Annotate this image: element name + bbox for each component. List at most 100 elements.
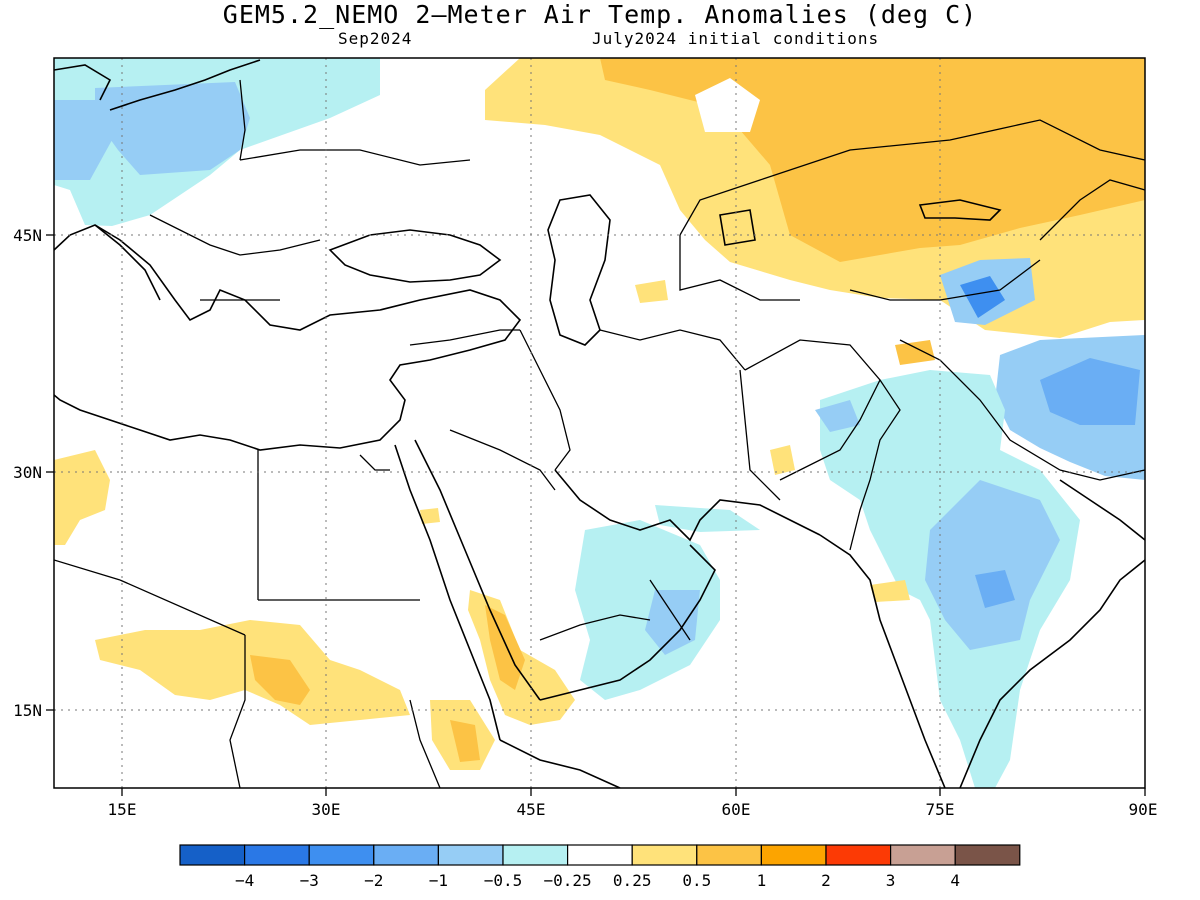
coastline-caspian [547,194,611,346]
anomaly-patch-india-warm [870,580,910,602]
coastline-aral [719,209,756,246]
coastline-arabian-sea [539,544,716,701]
anomaly-region-oman-cold-core [645,590,700,655]
coastline-bay-bengal [1059,479,1145,541]
lon-label-75e: 75E [926,800,955,819]
anomaly-region-yemen-warm-core [485,605,525,690]
colorbar-label: −1 [429,871,448,890]
lon-label-30e: 30E [312,800,341,819]
colorbar-swatch [566,844,633,866]
anomaly-region-sahel-warm-core [250,655,310,705]
anomaly-patch-pakistan-warm [770,445,795,475]
colorbar-swatch [502,844,569,866]
colorbar-swatch [954,844,1021,866]
anomaly-region-gulf-cold [655,505,760,532]
latitude-labels: 45N 30N 15N [13,226,42,720]
coastline-north-sea [54,64,112,101]
coastline-mediterranean [54,224,522,451]
lat-label-45n: 45N [13,226,42,245]
coastline-red-sea-east [414,439,541,701]
colorbar-label: 0.25 [613,871,652,890]
colorbar-label: −4 [235,871,254,890]
colorbar: −4 −3 −2 −1 −0.5 −0.25 0.25 0.5 1 2 3 4 [179,844,1021,890]
lon-label-90e: 90E [1129,800,1158,819]
lon-label-60e: 60E [722,800,751,819]
coastline-balkhash [918,199,1002,221]
coastline-india-west [819,534,946,788]
colorbar-label: 3 [886,871,896,890]
colorbar-swatch [373,844,439,866]
anomaly-patch-turkmen-warm [635,280,668,303]
anomaly-region-india-cold-center [975,570,1015,608]
border-saudi-iraq [449,429,556,491]
border-turkmen-iran [599,329,746,371]
border-egypt-saudi-sea [359,454,390,471]
colorbar-swatch [437,844,504,866]
colorbar-swatch [696,844,762,866]
anomaly-region-tienshan-cold-core [960,276,1005,318]
border-algeria-libya [54,559,121,581]
border-china-mongolia [1039,179,1145,241]
country-borders [54,79,1145,788]
anomaly-region-sahel-warm [95,620,410,725]
anomaly-patch-kashmir-warm [895,340,935,365]
colorbar-swatch [631,844,698,866]
border-turkey-syria [409,329,520,346]
coastline-persian-gulf [554,469,821,542]
anomaly-region-north-warm-hole [695,78,760,132]
colorbar-label: −3 [300,871,319,890]
colorbar-swatch [889,844,956,866]
anomaly-region-tibet-cold-core [1040,358,1140,425]
lat-label-30n: 30N [13,463,42,482]
coastline-black-sea [328,229,502,283]
colorbar-label: 4 [950,871,960,890]
border-poland-belarus [239,79,246,161]
graticule [54,58,1145,788]
forecast-month: Sep2024 [338,29,413,48]
border-libya-chad [119,579,246,636]
coastlines [54,59,1145,788]
anomaly-region-india-cold-core [925,480,1060,650]
anomaly-region-libya-warm [54,450,110,545]
border-sudan-ethiopia [409,699,441,788]
colorbar-swatch [179,844,246,866]
lat-label-15n: 15N [13,701,42,720]
anomaly-shading [54,58,1145,788]
anomaly-region-europe-cold-core [95,82,250,175]
axis-ticks [46,234,1146,796]
colorbar-label: 1 [757,871,767,890]
colorbar-label: −0.5 [484,871,523,890]
colorbar-swatch [760,844,827,866]
coastline-india-east [959,559,1145,788]
colorbar-swatch [244,844,310,866]
anomaly-region-oman-cold [575,520,720,700]
coastline-somalia [499,739,621,788]
chart-title: GEM5.2_NEMO 2—Meter Air Temp. Anomalies … [222,0,978,29]
lon-label-15e: 15E [108,800,137,819]
border-ukraine [239,149,471,166]
colorbar-swatch [825,844,892,866]
coastline-red-sea-west [394,444,501,741]
colorbar-label: 0.5 [682,871,711,890]
colorbar-label: −0.25 [544,871,592,890]
initial-conditions-label: July2024 initial conditions [592,29,880,48]
border-kyrgyz-china [849,259,1041,301]
border-saudi-oman [649,579,691,641]
border-kazakh-russia [679,119,1145,236]
border-kazakh-uzbek [679,235,800,301]
colorbar-label: 2 [821,871,831,890]
coastline-adriatic [94,224,161,301]
border-saudi-yemen [539,614,651,641]
anomaly-region-horn-warm-core [450,720,480,762]
anomaly-patch-levant [420,508,440,524]
border-iraq-iran [519,329,571,471]
border-pakistan-india [849,379,901,551]
lon-label-45e: 45E [517,800,546,819]
colorbar-swatch [308,844,375,866]
longitude-labels: 15E 30E 45E 60E 75E 90E [108,800,1158,819]
colorbar-label: −2 [364,871,383,890]
anomaly-region-europe-cold-west [54,100,112,180]
map-frame [53,57,1146,789]
border-balkans [149,214,321,256]
